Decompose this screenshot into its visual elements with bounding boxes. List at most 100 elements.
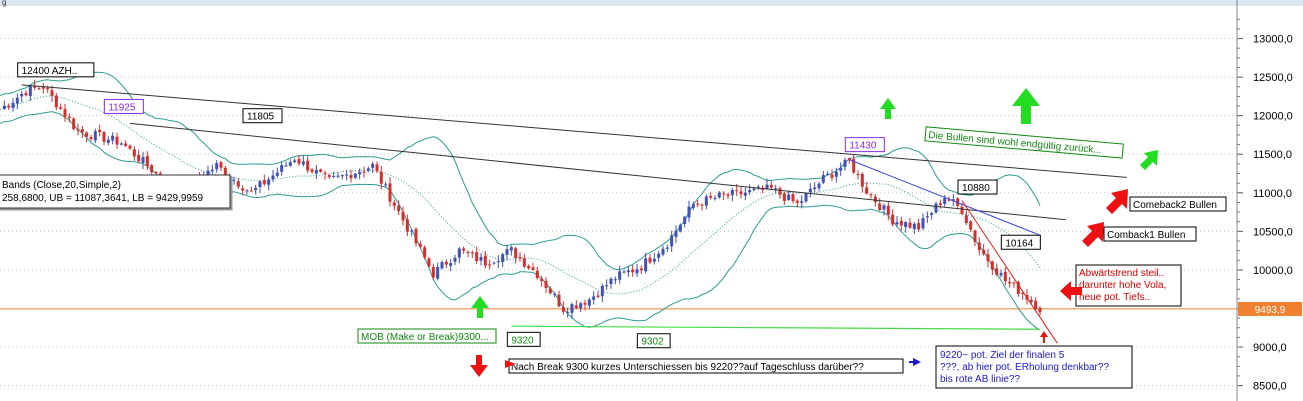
candle-down xyxy=(969,221,973,230)
trendline-green xyxy=(511,325,1041,330)
candle-up xyxy=(587,299,591,306)
candle-down xyxy=(990,261,994,270)
comeback2-annotation[interactable]: Comeback2 Bullen xyxy=(1129,196,1227,212)
candle-up xyxy=(626,270,630,273)
candle-down xyxy=(431,267,435,278)
candle-down xyxy=(423,247,427,258)
candle-down xyxy=(899,220,903,226)
green-up-arrow-icon xyxy=(1012,88,1040,124)
candle-up xyxy=(817,183,821,189)
red-left-arrow-icon xyxy=(1060,281,1082,301)
candle-up xyxy=(622,271,626,273)
candle-down xyxy=(648,257,652,263)
mob-text: MOB (Make or Break)9300... xyxy=(361,332,489,343)
candle-up xyxy=(579,303,583,309)
y-axis-tick-label: 10000,0 xyxy=(1253,265,1293,277)
candle-down xyxy=(852,159,856,173)
candle-up xyxy=(678,224,682,232)
candle-down xyxy=(262,180,266,185)
downtrend-text-line3: neue pot. Tiefs.. xyxy=(1079,292,1150,303)
candle-down xyxy=(527,265,531,269)
candle-down xyxy=(986,254,990,262)
candle-up xyxy=(2,105,6,109)
downtrend-text-line1: Abwärtstrend steil.. xyxy=(1079,268,1164,279)
indicator-label-box[interactable]: Bands (Close,20,Simple,2) 258,6800, UB =… xyxy=(0,174,231,209)
candle-down xyxy=(236,181,240,187)
candle-down xyxy=(466,251,470,253)
candle-up xyxy=(258,181,262,188)
trendlines xyxy=(21,84,1127,344)
candle-down xyxy=(739,191,743,195)
candle-up xyxy=(904,222,908,227)
candle-up xyxy=(618,271,622,280)
candle-up xyxy=(496,261,500,263)
candle-up xyxy=(613,279,617,281)
red-down-arrow-icon xyxy=(470,355,488,377)
price-label-box xyxy=(506,331,541,347)
downtrend-text-line2: darunter hohe Vola, xyxy=(1079,280,1166,291)
candle-up xyxy=(704,196,708,206)
red-diagonal-arrow-icon xyxy=(1082,222,1104,247)
green-diagonal-arrow-icon xyxy=(1140,150,1158,170)
candle-up xyxy=(674,230,678,237)
candle-up xyxy=(839,167,843,171)
candle-down xyxy=(782,193,786,201)
candle-up xyxy=(210,169,214,172)
candle-up xyxy=(336,175,340,177)
candle-up xyxy=(440,262,444,269)
candle-up xyxy=(743,192,747,196)
downtrend-annotation[interactable]: Abwärtstrend steil.. darunter hohe Vola,… xyxy=(1075,264,1182,307)
candle-up xyxy=(479,256,483,261)
candle-up xyxy=(293,160,297,163)
price-label-box xyxy=(957,179,998,195)
candle-down xyxy=(531,267,535,271)
comeback1-text: Comback1 Bullen xyxy=(1107,230,1185,241)
candle-down xyxy=(349,175,353,179)
candle-down xyxy=(137,155,141,162)
candle-down xyxy=(67,116,71,119)
candle-up xyxy=(106,139,110,143)
target-annotation[interactable]: 9220~ pot. Ziel der finalen 5 ???, ab hi… xyxy=(935,345,1133,389)
candle-down xyxy=(59,107,63,109)
candle-down xyxy=(830,174,834,178)
candle-up xyxy=(774,188,778,190)
candle-down xyxy=(33,85,37,88)
candle-up xyxy=(592,296,596,300)
candle-up xyxy=(371,163,375,168)
candle-down xyxy=(561,307,565,312)
candle-up xyxy=(657,253,661,258)
candle-up xyxy=(644,258,648,272)
candle-down xyxy=(769,184,773,188)
trendline-black xyxy=(21,84,1127,178)
candle-down xyxy=(319,169,323,172)
candle-up xyxy=(756,186,760,188)
candle-down xyxy=(405,219,409,232)
candle-up xyxy=(787,194,791,200)
candle-down xyxy=(46,87,50,90)
candle-down xyxy=(483,255,487,266)
break-note-annotation[interactable]: Nach Break 9300 kurzes Unterschiessen bi… xyxy=(508,358,904,374)
candle-up xyxy=(280,165,284,172)
comeback2-text: Comeback2 Bullen xyxy=(1133,200,1217,211)
candle-down xyxy=(982,249,986,255)
comeback1-annotation[interactable]: Comback1 Bullen xyxy=(1103,226,1197,242)
candle-up xyxy=(813,187,817,190)
candle-down xyxy=(98,129,102,133)
candle-up xyxy=(665,247,669,249)
candle-up xyxy=(15,97,19,104)
candle-up xyxy=(353,173,357,178)
candle-down xyxy=(1038,308,1042,313)
candle-up xyxy=(358,171,362,175)
candle-up xyxy=(804,193,808,202)
candle-up xyxy=(301,161,305,165)
mob-annotation[interactable]: MOB (Make or Break)9300... xyxy=(357,328,497,344)
price-label-box xyxy=(242,108,283,124)
candle-up xyxy=(384,184,388,186)
price-label-box xyxy=(844,137,885,153)
candle-down xyxy=(583,302,587,305)
candle-down xyxy=(709,195,713,198)
target-text-line2: ???, ab hier pot. ERholung denkbar?? xyxy=(940,362,1109,373)
candle-up xyxy=(605,285,609,287)
green-up-arrow-icon xyxy=(471,296,489,318)
